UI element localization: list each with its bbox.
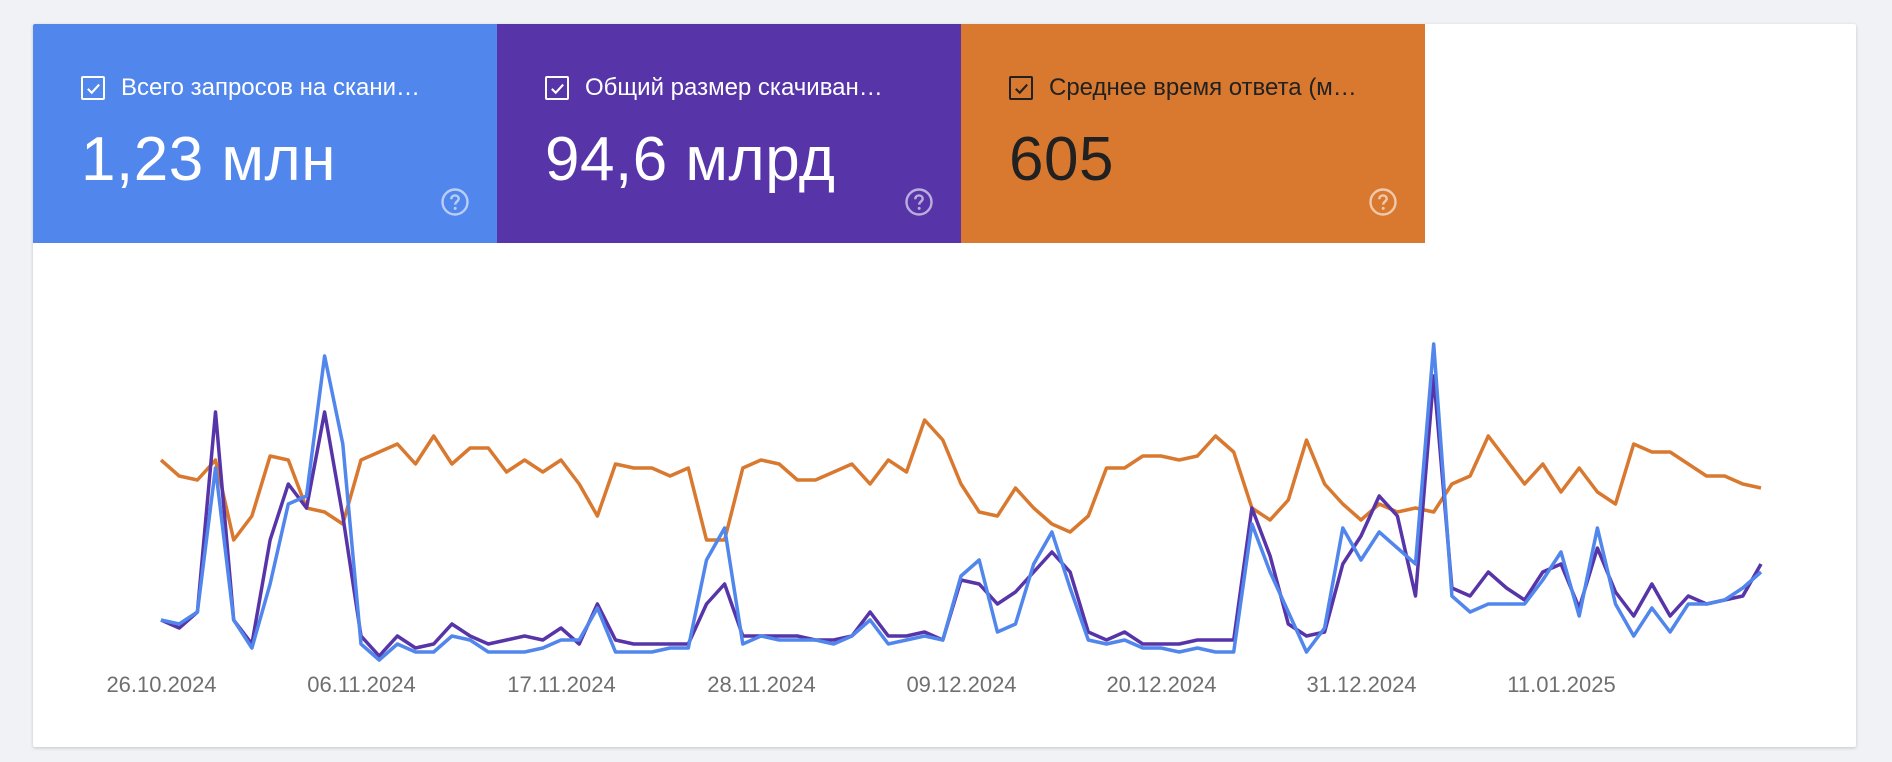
help-circle-icon[interactable] (440, 187, 470, 217)
x-tick-label: 06.11.2024 (307, 672, 415, 697)
help-circle-icon[interactable] (904, 187, 934, 217)
tile-label: Среднее время ответа (м… (1049, 74, 1357, 101)
metric-tiles: Всего запросов на скани… 1,23 млн Общий … (33, 24, 1425, 243)
tile-header: Всего запросов на скани… (81, 74, 420, 102)
x-axis: 26.10.2024 06.11.2024 17.11.2024 28.11.2024… (106, 672, 1615, 697)
tile-total-download-size[interactable]: Общий размер скачиван… 94,6 млрд (497, 24, 961, 243)
checkbox-checked-icon[interactable] (1009, 76, 1033, 100)
tile-header: Общий размер скачиван… (545, 74, 883, 102)
tile-label: Общий размер скачиван… (585, 74, 883, 101)
x-tick-label: 31.12.2024 (1306, 672, 1416, 697)
x-tick-label: 09.12.2024 (906, 672, 1016, 697)
tile-value: 94,6 млрд (545, 125, 836, 194)
series-line-download-size (160, 374, 1763, 658)
tile-average-response-time[interactable]: Среднее время ответа (м… 605 (961, 24, 1425, 243)
checkbox-checked-icon[interactable] (81, 76, 105, 100)
tile-header: Среднее время ответа (м… (1009, 74, 1357, 102)
series-line-crawl-requests (160, 342, 1763, 662)
tile-total-crawl-requests[interactable]: Всего запросов на скани… 1,23 млн (33, 24, 497, 243)
tile-value: 1,23 млн (81, 125, 336, 194)
chart-series (159, 342, 1763, 662)
x-tick-label: 28.11.2024 (707, 672, 815, 697)
x-tick-label: 20.12.2024 (1106, 672, 1216, 697)
x-tick-label: 26.10.2024 (106, 672, 216, 697)
crawl-stats-card: 26.10.2024 06.11.2024 17.11.2024 28.11.2024… (33, 24, 1856, 747)
series-line-response-time (159, 418, 1762, 542)
x-tick-label: 11.01.2025 (1507, 672, 1615, 697)
crawl-stats-chart: 26.10.2024 06.11.2024 17.11.2024 28.11.2024… (106, 342, 1763, 697)
x-tick-label: 17.11.2024 (507, 672, 615, 697)
tile-value: 605 (1009, 125, 1114, 194)
tile-label: Всего запросов на скани… (121, 74, 420, 101)
help-circle-icon[interactable] (1368, 187, 1398, 217)
checkbox-checked-icon[interactable] (545, 76, 569, 100)
